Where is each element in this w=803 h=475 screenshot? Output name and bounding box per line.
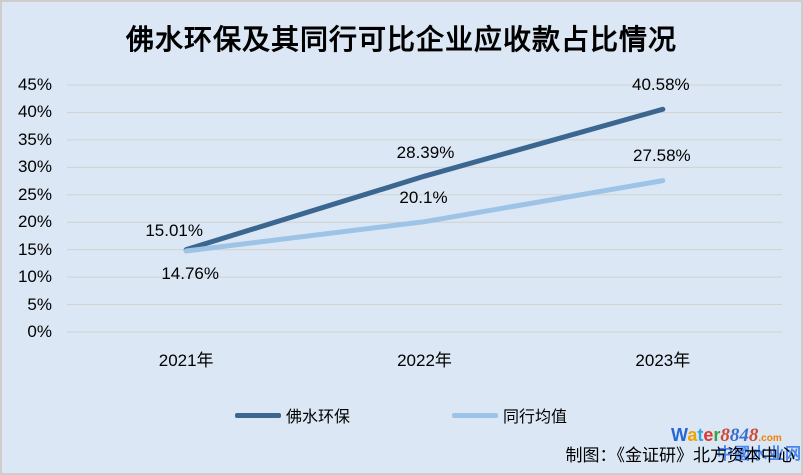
legend-line-swatch [452, 412, 498, 418]
x-axis-label: 2023年 [635, 351, 691, 370]
watermark-brand-line: Water8848.com [671, 425, 801, 446]
legend-label: 同行均值 [503, 409, 568, 426]
watermark-letter: 8 [729, 425, 740, 446]
data-label: 27.58% [632, 145, 691, 165]
y-axis-tick-label: 5% [27, 294, 52, 314]
y-axis-tick-label: 45% [17, 75, 52, 94]
watermark-letter: e [703, 425, 714, 445]
legend-line-swatch [235, 412, 281, 418]
data-label: 15.01% [145, 220, 203, 240]
watermark-letter: 4 [739, 425, 749, 446]
y-axis-tick-label: 20% [17, 212, 52, 232]
legend-label: 佛水环保 [286, 409, 351, 426]
watermark-number-text: 8848 [720, 425, 759, 446]
watermark-letter: 8 [748, 425, 759, 446]
data-label: 40.58% [631, 75, 690, 95]
y-axis-tick-label: 40% [17, 102, 52, 122]
watermark-letter: W [671, 425, 688, 445]
series-line-0 [183, 106, 666, 253]
y-axis-tick-label: 35% [17, 129, 52, 149]
watermark-letter: t [697, 425, 704, 445]
data-label: 28.39% [396, 143, 455, 163]
watermark-letter: r [713, 425, 721, 445]
legend-item-1: 同行均值 [452, 406, 568, 426]
credit-text: 制图：《金证研》北方资本中心 [565, 446, 796, 465]
x-axis-label: 2022年 [397, 351, 452, 370]
y-axis-tick-label: 10% [17, 267, 52, 287]
data-label: 14.76% [161, 263, 219, 283]
watermark: Water8848.com 中國水业网 [671, 425, 803, 463]
watermark-water-text: Water [671, 425, 721, 445]
legend-item-0: 佛水环保 [235, 406, 351, 426]
y-axis-tick-label: 0% [27, 322, 52, 341]
chart-title: 佛水环保及其同行可比企业应收款占比情况 [125, 24, 677, 55]
x-axis-label: 2021年 [158, 351, 214, 370]
y-axis-tick-label: 30% [17, 157, 52, 177]
data-label: 20.1% [399, 187, 448, 207]
y-axis-tick-label: 15% [17, 239, 52, 259]
watermark-cn-text: 中國水业网 [717, 446, 803, 463]
y-axis-tick-label: 25% [17, 184, 52, 204]
watermark-letter: 8 [720, 425, 730, 446]
series-line-1 [183, 178, 666, 254]
watermark-letter: a [687, 425, 698, 445]
watermark-domain-suffix: .com [758, 433, 782, 444]
